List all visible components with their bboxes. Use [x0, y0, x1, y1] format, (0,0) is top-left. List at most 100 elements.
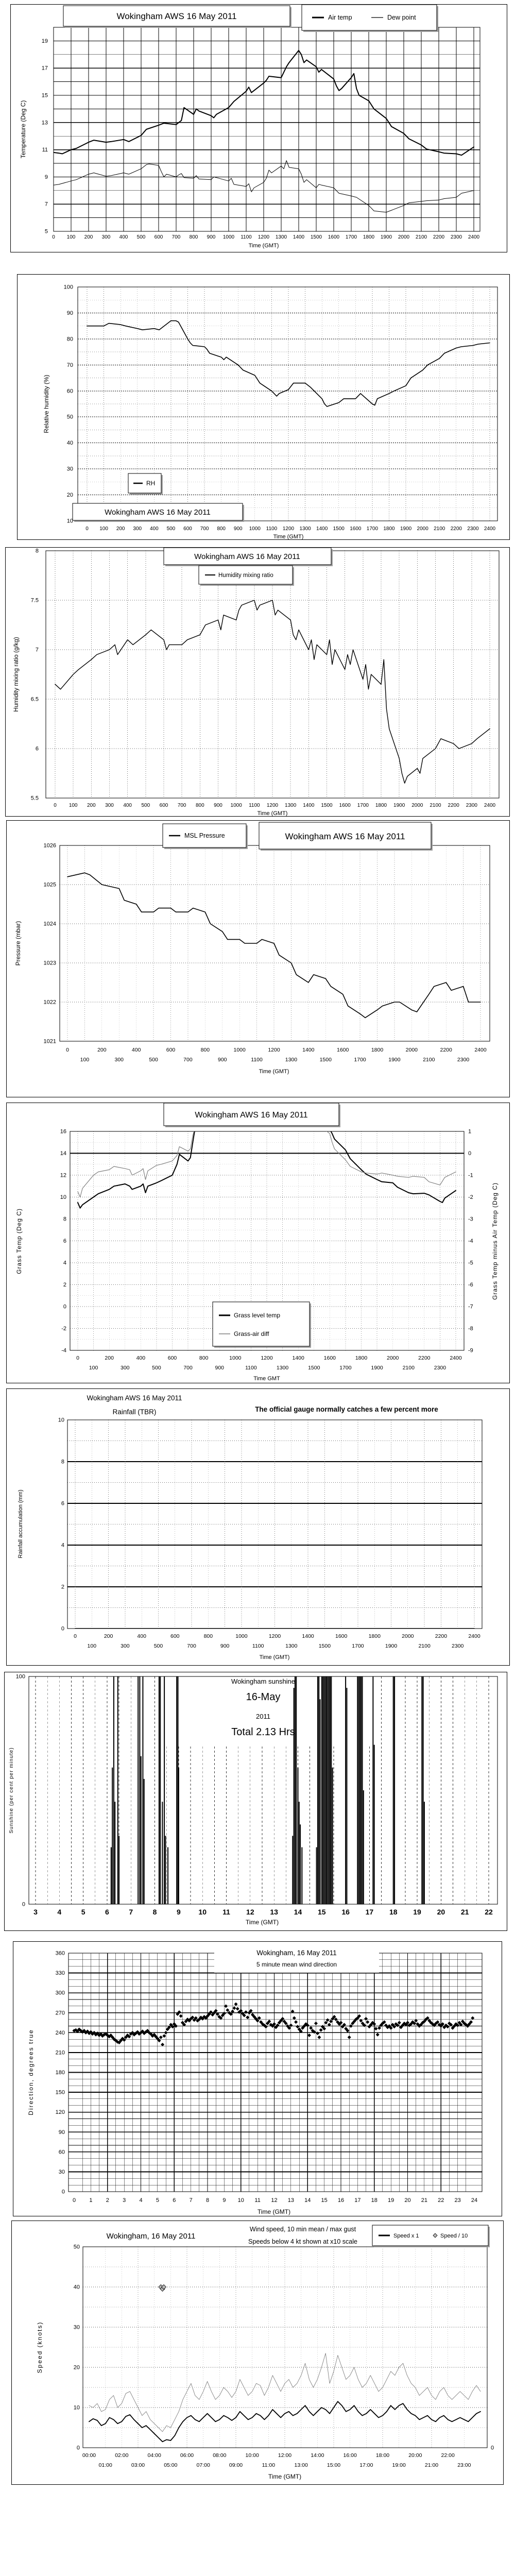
title-box	[163, 548, 332, 565]
diamond-marker	[317, 2035, 321, 2039]
x-tick: 500	[137, 234, 146, 240]
y-axis-label: Sunshine (per cent per minute)	[9, 1747, 14, 1833]
y-tick: 30	[74, 2325, 80, 2331]
diamond-marker	[117, 2041, 121, 2045]
x-tick: 2200	[418, 1355, 431, 1361]
x-tick: 0	[66, 1047, 69, 1053]
x-tick: 900	[207, 234, 216, 240]
y-tick-right: -8	[468, 1326, 473, 1332]
y-tick: 7	[45, 201, 48, 208]
diamond-marker	[352, 2019, 356, 2023]
diamond-marker	[209, 2010, 213, 2014]
x-tick: 14	[304, 2197, 311, 2204]
diamond-marker	[144, 2030, 148, 2034]
diamond-marker	[75, 2029, 79, 2033]
x-tick: 100	[69, 803, 78, 808]
y-tick: 210	[56, 2049, 65, 2056]
x-tick: 700	[183, 1365, 193, 1371]
diamond-marker	[234, 2002, 238, 2006]
diamond-marker	[466, 2024, 470, 2028]
x-tick: 2300	[467, 526, 479, 532]
diamond-marker	[346, 2028, 350, 2032]
diamond-marker	[432, 2023, 436, 2027]
diamond-marker	[222, 2011, 226, 2015]
chart-panel-relative-humidity: 10 20 30 40 50 60 70 80 90 100 0 100 200 300 400 500 600…	[17, 274, 510, 540]
chart-title-date: 16-May	[246, 1691, 281, 1703]
diamond-marker	[433, 2233, 438, 2238]
diamond-marker	[447, 2021, 451, 2025]
diamond-marker	[87, 2031, 91, 2036]
diamond-marker	[451, 2026, 455, 2030]
diamond-marker	[212, 2011, 216, 2015]
diamond-marker	[145, 2028, 149, 2032]
chart-panel-humidity-mixing-ratio: 5.5 6 6.5 7 7.5 8 0 100 200 300 400 500 600 700 800 900…	[5, 547, 510, 817]
diamond-marker	[452, 2024, 456, 2028]
x-tick: 5	[81, 1908, 85, 1916]
x-axis-label: Time (GMT)	[249, 243, 279, 249]
x-tick: 2000	[411, 803, 423, 808]
y-axis-label: Grass Temp (Deg C)	[15, 1208, 23, 1274]
diamond-marker	[312, 2030, 316, 2034]
x-tick: 700	[183, 1057, 193, 1063]
x-tick: 1700	[339, 1365, 352, 1371]
x-tick: 00:00	[82, 2452, 96, 2459]
diamond-marker	[292, 2016, 296, 2020]
x-tick: 1000	[233, 1047, 246, 1053]
y-tick-right: 0	[491, 2445, 494, 2451]
diamond-marker	[182, 2023, 186, 2027]
x-tick: 2400	[450, 1355, 462, 1361]
x-tick: 2100	[403, 1365, 415, 1371]
x-tick: 1700	[352, 1643, 364, 1649]
series-mixing-ratio	[55, 600, 490, 784]
diamond-marker	[471, 2016, 475, 2020]
diamond-marker	[79, 2028, 83, 2032]
diamond-marker	[287, 2026, 291, 2030]
diamond-marker	[336, 2020, 340, 2024]
x-tick: 1300	[277, 1365, 289, 1371]
diamond-marker	[77, 2027, 81, 2031]
x-tick: 900	[214, 803, 222, 808]
diamond-marker	[320, 2025, 324, 2029]
x-tick: 3	[123, 2197, 126, 2204]
chart-title-total: Total 2.13 Hrs	[231, 1726, 295, 1738]
chart-panel-sunshine: 100 0 3 4 5 6 7 8 9 10 11 12 13 14 15 16 17 18 19 20 21 22 Tim…	[4, 1672, 507, 1931]
y-tick: 5.5	[31, 795, 39, 802]
x-tick: 0	[74, 1633, 77, 1639]
diamond-marker	[224, 2004, 228, 2008]
x-tick: 1700	[354, 1057, 366, 1063]
x-tick: 600	[170, 1633, 180, 1639]
diamond-marker	[366, 2020, 370, 2024]
x-tick: 2000	[402, 1633, 414, 1639]
x-tick: 2300	[434, 1365, 447, 1371]
y-tick: 120	[56, 2109, 65, 2115]
chart-svg-humidity-mixing-ratio: 5.5 6 6.5 7 7.5 8 0 100 200 300 400 500 600 700 800 900…	[12, 548, 500, 817]
x-tick: 800	[201, 1047, 210, 1053]
x-tick: 16:00	[344, 2452, 357, 2459]
diamond-marker	[467, 2022, 471, 2026]
x-tick: 22	[438, 2197, 444, 2204]
diamond-marker	[110, 2035, 114, 2039]
x-tick: 23:00	[457, 2462, 471, 2468]
x-tick: 0	[76, 1355, 79, 1361]
x-tick: 700	[178, 803, 186, 808]
x-tick: 2000	[406, 1047, 418, 1053]
chart-panel-temperature: 5 7 9 11 13 15 17 19 0 100 200 300 400 500 600 700 800 90…	[10, 4, 507, 252]
diamond-marker	[244, 2010, 248, 2014]
diamond-marker	[402, 2021, 406, 2025]
y-tick-right: -9	[468, 1348, 473, 1354]
x-tick: 200	[104, 1633, 113, 1639]
x-tick: 1800	[369, 1633, 381, 1639]
chart-subtitle: Rainfall (TBR)	[113, 1408, 157, 1416]
diamond-marker	[254, 2016, 258, 2021]
chart-panel-rainfall: 0 2 4 6 8 10 0 200 400 600 800 1000 1200 1400 1600 1800…	[6, 1388, 510, 1666]
y-tick: 0	[63, 1304, 66, 1310]
x-axis-label: Time (GMT)	[246, 1919, 279, 1926]
x-tick: 1400	[293, 234, 305, 240]
x-tick: 2100	[434, 526, 445, 532]
y-tick: 1026	[44, 843, 56, 849]
diamond-marker	[189, 2016, 193, 2021]
x-tick: 800	[217, 526, 226, 532]
y-tick: 50	[67, 414, 73, 420]
diamond-marker	[367, 2025, 371, 2029]
y-tick: 4	[61, 1543, 64, 1549]
